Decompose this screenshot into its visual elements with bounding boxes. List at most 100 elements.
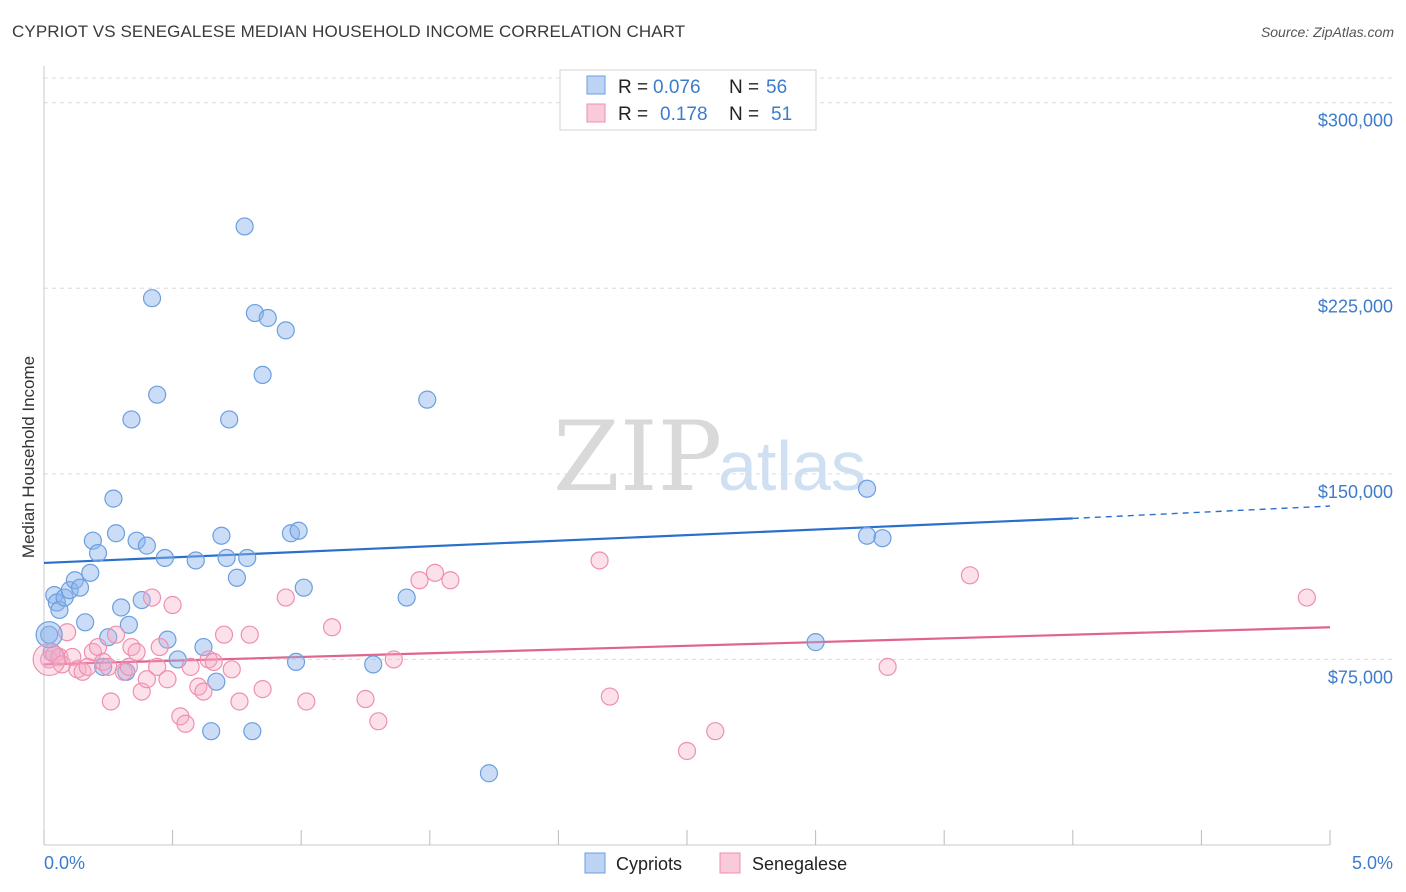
point-senegalese [32, 642, 66, 677]
y-tick-label: $300,000 [1318, 111, 1393, 131]
point-cypriots [238, 548, 257, 568]
point-cypriots [202, 722, 221, 741]
x-tick-label: 5.0% [1352, 853, 1393, 873]
point-senegalese [142, 588, 162, 607]
point-cypriots [220, 410, 239, 429]
point-cypriots [119, 615, 138, 634]
point-senegalese [73, 662, 92, 681]
axes [43, 66, 1331, 846]
point-cypriots [243, 722, 262, 741]
point-senegalese [677, 741, 697, 761]
point-senegalese [127, 642, 146, 662]
point-senegalese [590, 551, 609, 570]
point-cypriots [186, 551, 205, 570]
point-senegalese [204, 652, 223, 672]
trend-lines [43, 505, 1331, 666]
x-tick-label: 0.0% [44, 853, 85, 873]
trend-line-cypriots-extension [1072, 505, 1331, 520]
point-senegalese [163, 595, 182, 615]
y-tick-label: $150,000 [1318, 482, 1393, 502]
point-senegalese [99, 657, 118, 676]
point-cypriots [94, 657, 113, 676]
point-senegalese [189, 677, 208, 696]
point-cypriots [104, 489, 123, 508]
point-cypriots [289, 521, 308, 540]
point-cypriots [76, 613, 95, 632]
point-cypriots [294, 578, 313, 597]
point-senegalese [148, 657, 167, 676]
point-senegalese [181, 657, 200, 676]
point-cypriots [227, 568, 246, 587]
point-cypriots [155, 548, 174, 568]
y-tick-label: $225,000 [1318, 296, 1393, 316]
point-cypriots [70, 578, 90, 597]
point-cypriots [873, 529, 892, 548]
trend-line-cypriots [43, 517, 1073, 565]
legend-r-value: 0.076 [653, 77, 701, 98]
point-senegalese [960, 566, 980, 585]
point-senegalese [158, 670, 177, 689]
x-tick-labels: 0.0% 5.0% [44, 853, 1393, 873]
point-cypriots [235, 217, 254, 236]
point-cypriots [418, 390, 437, 409]
point-senegalese [384, 650, 403, 669]
point-cypriots [122, 410, 141, 429]
point-senegalese [369, 712, 388, 731]
gridlines [44, 77, 1395, 660]
point-senegalese [297, 692, 316, 711]
point-cypriots [142, 289, 162, 308]
y-axis-label: Median Household Income [19, 356, 38, 558]
point-senegalese [230, 692, 249, 711]
legend-swatch-cypriots [586, 75, 606, 95]
point-cypriots [857, 479, 877, 498]
point-senegalese [94, 652, 113, 672]
point-senegalese [410, 571, 429, 590]
point-cypriots [207, 672, 226, 691]
point-cypriots [857, 526, 877, 545]
watermark-zip: ZIP [553, 401, 722, 513]
point-senegalese [101, 692, 120, 711]
chart-title: CYPRIOT VS SENEGALESE MEDIAN HOUSEHOLD I… [12, 22, 686, 41]
watermark-atlas: atlas [718, 427, 866, 505]
series-label-cypriots: Cypriots [616, 854, 682, 874]
point-senegalese [119, 657, 138, 676]
point-senegalese [114, 662, 133, 681]
legend-r-label: R = [618, 77, 648, 98]
legend-r-label: R = [618, 104, 648, 125]
legend-n-label: N = [729, 104, 759, 125]
point-senegalese [276, 588, 295, 607]
point-cypriots [217, 548, 236, 568]
y-tick-labels: $75,000 $150,000 $225,000 $300,000 [1318, 111, 1393, 688]
legend-n-value: 56 [766, 77, 787, 98]
point-cypriots [479, 764, 499, 783]
point-senegalese [176, 714, 195, 733]
legend-swatch-senegalese [586, 103, 606, 123]
series-swatch-cypriots [584, 852, 606, 874]
point-senegalese [214, 625, 234, 644]
point-senegalese [58, 623, 77, 642]
point-cypriots [112, 598, 131, 617]
point-senegalese [150, 637, 169, 657]
point-cypriots [106, 524, 126, 543]
point-senegalese [222, 660, 241, 679]
source-credit: Source: ZipAtlas.com [1260, 24, 1394, 40]
point-senegalese [240, 625, 259, 644]
point-cypriots [158, 630, 177, 649]
y-tick-label: $75,000 [1328, 667, 1393, 687]
point-senegalese [106, 625, 126, 644]
point-cypriots [286, 652, 306, 672]
point-cypriots [88, 543, 108, 563]
point-senegalese [137, 670, 156, 689]
point-senegalese [122, 637, 141, 657]
trend-line-senegalese [43, 626, 1331, 666]
point-cypriots [276, 321, 295, 340]
point-senegalese [441, 571, 460, 590]
point-cypriots [806, 633, 825, 652]
correlation-legend: R = 0.076 N = 56 R = 0.178 N = 51 [559, 69, 817, 131]
point-senegalese [322, 618, 342, 637]
point-cypriots [253, 365, 272, 385]
point-senegalese [1297, 588, 1316, 607]
point-cypriots [148, 385, 167, 404]
series-swatch-senegalese [719, 852, 741, 874]
